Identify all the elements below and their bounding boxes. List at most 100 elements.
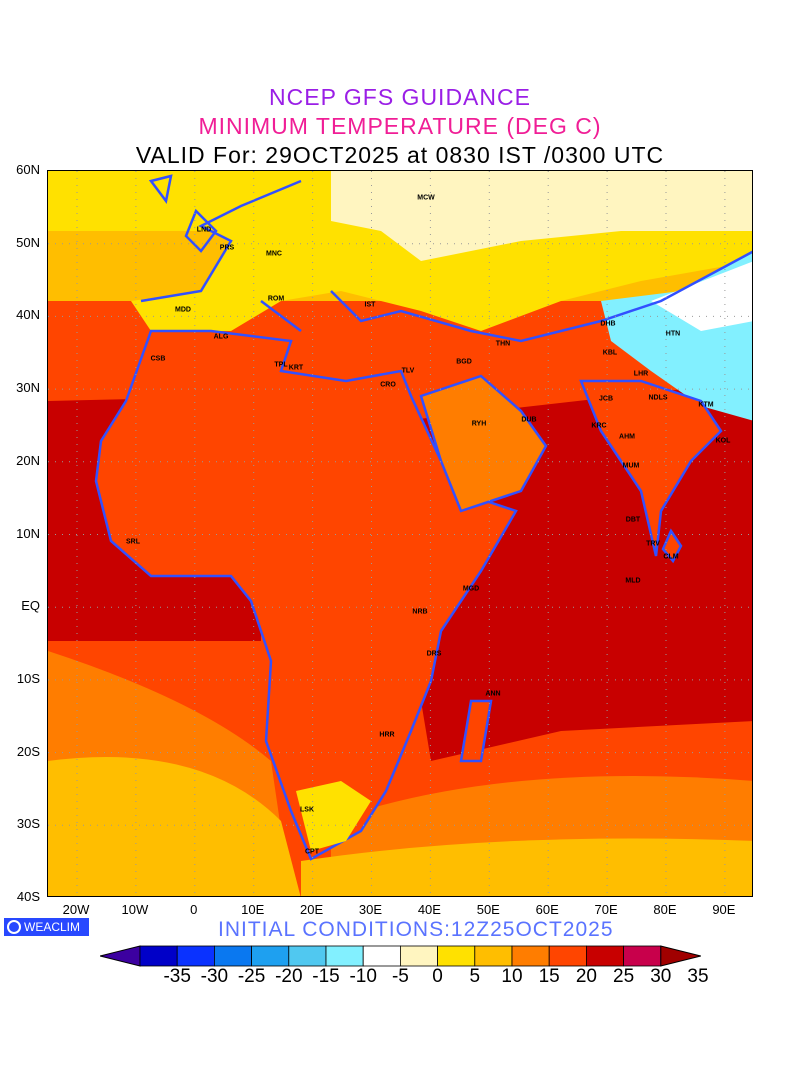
field-south-indian-10-15 (301, 838, 752, 896)
colorbar-label: -15 (312, 966, 340, 987)
colorbar-label: 25 (613, 966, 635, 987)
colorbar-label: 35 (687, 966, 709, 987)
lat-label: 10N (16, 525, 40, 541)
station-label-hrr: HRR (379, 731, 395, 739)
title-valid-time: VALID For: 29OCT2025 at 0830 IST /0300 U… (135, 142, 665, 168)
logo-text: WEACLIM (24, 920, 81, 934)
colorbar-label: -25 (237, 966, 266, 987)
station-label-lhr: LHR (633, 370, 649, 378)
colorbar-swatch (214, 945, 253, 967)
lat-label: 40N (16, 307, 40, 323)
station-label-dub: DUB (521, 416, 537, 424)
station-label-krc: KRC (591, 422, 607, 430)
lon-label: 90E (712, 902, 736, 917)
station-label-csb: CSB (150, 355, 166, 363)
lon-label: 10E (241, 902, 265, 917)
lon-label: 40E (417, 902, 441, 917)
india-outline (579, 379, 723, 557)
station-label-dbt: DBT (625, 516, 641, 524)
colorbar-swatch (399, 945, 438, 967)
station-label-cro: CRO (380, 381, 396, 389)
lat-label: EQ (21, 598, 40, 614)
station-label-rom: ROM (267, 295, 285, 303)
station-label-ann: ANN (485, 690, 501, 698)
colorbar-swatch (548, 945, 587, 967)
colorbar-swatch (511, 945, 550, 967)
colorbar-label: 0 (432, 966, 443, 987)
lon-label: 70E (594, 902, 618, 917)
station-label-alg: ALG (213, 333, 229, 341)
madagascar-outline (459, 699, 493, 763)
initial-conditions: INITIAL CONDITIONS:12Z25OCT2025 (218, 918, 614, 941)
station-label-htn: HTN (665, 330, 681, 338)
station-label-kbl: KBL (602, 349, 618, 357)
lon-label: 20E (300, 902, 324, 917)
field-tibet-0 (651, 261, 752, 331)
lat-label: 20S (16, 743, 40, 759)
field-south-atlantic-10-15 (48, 757, 301, 896)
colorbar-label: 30 (650, 966, 672, 987)
lon-label: 0 (190, 902, 198, 917)
station-label-tlv: TLV (401, 367, 415, 375)
station-label-kol: KOL (715, 437, 731, 445)
station-label-mum: MUM (622, 462, 640, 470)
colorbar-swatch (139, 945, 178, 967)
lat-label: 10S (16, 670, 40, 686)
station-label-krt: KRT (288, 364, 304, 372)
colorbar-under-arrow (100, 945, 141, 967)
station-label-prs: PRS (219, 244, 235, 252)
colorbar-swatch (623, 945, 662, 967)
station-label-mcw: MCW (417, 194, 435, 202)
lat-label: 30S (16, 816, 40, 832)
station-label-ahm: AHM (619, 433, 635, 441)
africa-outline (94, 329, 518, 861)
lon-label: 60E (535, 902, 559, 917)
lat-label: 40S (16, 889, 40, 904)
lat-label: 60N (16, 162, 40, 177)
colorbar-swatch (437, 945, 476, 967)
station-label-dhb: DHB (600, 320, 616, 328)
colorbar-swatch (362, 945, 401, 967)
colorbar-label: -35 (163, 966, 191, 987)
station-label-ktm: KTM (698, 401, 714, 409)
station-label-mgd: MGD (462, 585, 480, 593)
lon-label: 50E (476, 902, 500, 917)
europe-asia-coasts (140, 179, 752, 343)
colorbar-label: 20 (575, 966, 597, 987)
colorbar-label: -5 (391, 966, 409, 987)
title-source: NCEP GFS GUIDANCE (269, 84, 531, 110)
lon-label: 30E (358, 902, 383, 917)
field-russia-0-5 (331, 171, 752, 261)
lon-label: 10W (121, 902, 149, 917)
station-label-bgd: BGD (456, 358, 472, 366)
map-canvas (48, 171, 752, 896)
british-isles-outline (148, 174, 218, 253)
lon-label: 20W (62, 902, 90, 917)
station-label-clm: CLM (663, 553, 679, 561)
station-label-jcb: JCB (598, 395, 614, 403)
graticule (48, 171, 752, 896)
station-label-nrb: NRB (412, 608, 428, 616)
station-label-mnc: MNC (266, 250, 282, 258)
colorbar-swatch (325, 945, 364, 967)
colorbar-swatch (585, 945, 624, 967)
colorbar-label: 15 (538, 966, 560, 987)
station-label-mld: MLD (625, 577, 641, 585)
colorbar-swatch (288, 945, 327, 967)
colorbar-label: -20 (275, 966, 303, 987)
colorbar-swatch (474, 945, 513, 967)
station-label-lsk: LSK (300, 806, 314, 814)
temperature-map: MCW LND PRS MNC MDD ROM IST ALG CSB TPL KRT TLV CRO B… (47, 170, 753, 897)
colorbar-label: -30 (200, 966, 229, 987)
station-label-mdd: MDD (175, 306, 191, 314)
lat-label: 50N (16, 234, 40, 250)
weaclim-logo: WEACLIM (4, 918, 89, 936)
south-africa-highlands (296, 781, 371, 851)
colorbar-label: 5 (469, 966, 481, 987)
station-label-cpt: CPT (305, 848, 319, 856)
lat-label: 30N (16, 380, 40, 396)
colorbar-swatch (251, 945, 290, 967)
colorbar-over-arrow (660, 945, 701, 967)
station-label-ryh: RYH (471, 420, 487, 428)
